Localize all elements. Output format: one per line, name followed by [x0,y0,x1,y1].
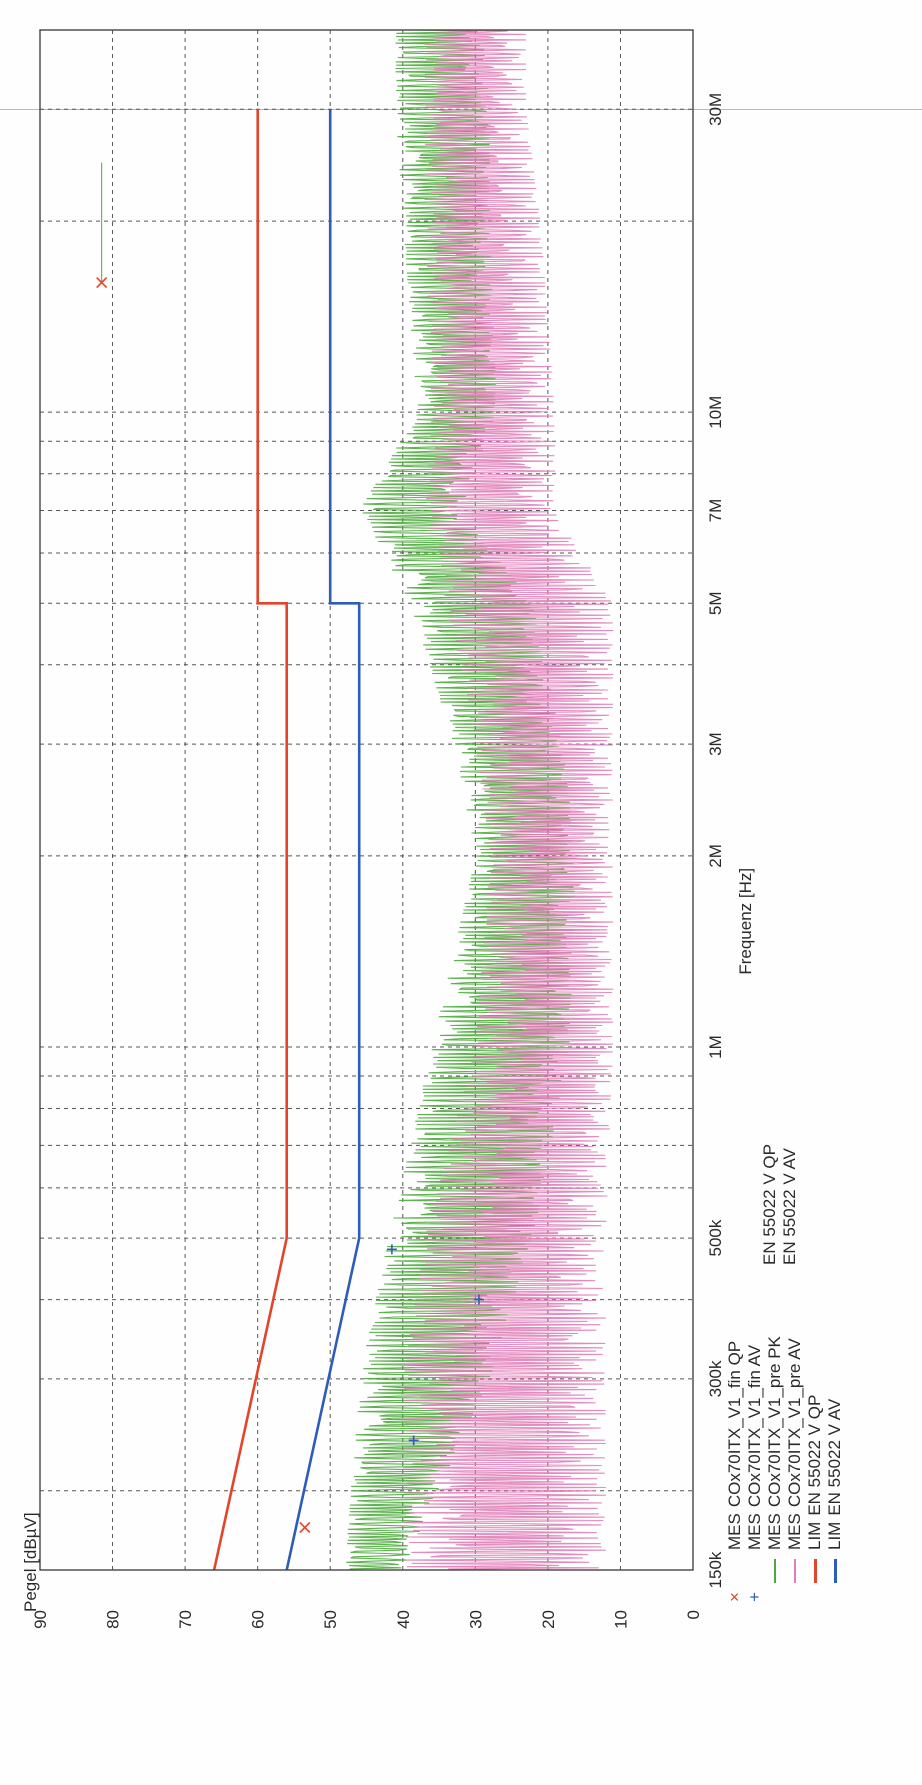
y-axis-label: Pegel [dBµV] [21,1512,40,1612]
legend-entry: LIM EN 55022 V QP [804,1395,826,1610]
chart-legend: × MES COx70ITX_V1_fin QP + MES COx70ITX_… [724,1050,914,1610]
x-tick-label: 30M [706,93,725,126]
limit-label-av: EN 55022 V AV [780,1148,799,1265]
y-tick-label: 20 [539,1610,558,1629]
x-tick-label: 500k [706,1219,725,1256]
limit-label-qp: EN 55022 V QP [760,1144,779,1265]
series-line [346,29,577,1571]
legend-type: MES [725,1513,744,1550]
y-tick-label: 10 [611,1610,630,1629]
y-tick-label: 80 [104,1610,123,1629]
y-tick-label: 30 [466,1610,485,1629]
legend-type: MES [745,1513,764,1550]
limit-line [285,109,361,1571]
legend-type: MES [765,1513,784,1550]
plot-frame [39,29,694,1571]
x-tick-label: 2M [706,844,725,868]
legend-type: LIM [805,1521,824,1550]
cross-marker-icon: × [725,1592,744,1602]
legend-entry: MES COx70ITX_V1_pre PK [764,1336,786,1610]
x-tick-label: 7M [706,499,725,523]
qp-marker [299,1521,311,1534]
pink-line-swatch [794,1559,796,1583]
final-measurement-markers [96,162,484,1534]
y-tick-label: 50 [321,1610,340,1629]
x-tick-label: 10M [706,396,725,429]
legend-name: EN 55022 V QP [805,1394,824,1516]
legend-name: COx70ITX_V1_fin QP [725,1340,744,1508]
x-tick-label: 300k [706,1360,725,1397]
legend-entry: LIM EN 55022 V AV [824,1399,846,1610]
y-tick-label: 70 [176,1610,195,1629]
green-line-swatch [774,1559,776,1583]
blue-line-swatch [833,1559,837,1583]
x-tick-label: 3M [706,732,725,756]
legend-name: EN 55022 V AV [825,1398,844,1516]
limit-line [212,109,289,1571]
limit-lines [212,109,361,1571]
x-axis-label: Frequenz [Hz] [736,868,755,975]
spectrum-series [346,29,614,1571]
legend-type: MES [785,1513,804,1550]
y-tick-label: 40 [394,1610,413,1629]
x-tick-label: 5M [706,591,725,615]
plus-marker-icon: + [745,1592,764,1602]
series-line [403,29,614,1571]
axis-labels: 0 10 20 30 40 50 60 70 80 90 150k 300k 500k 1M 2M 3M 5M 7… [31,93,725,1629]
y-tick-label: 0 [684,1610,703,1619]
legend-type: LIM [825,1521,844,1550]
y-tick-label: 60 [249,1610,268,1629]
legend-entry: × MES COx70ITX_V1_fin QP [724,1341,746,1610]
legend-name: COx70ITX_V1_pre PK [765,1336,784,1508]
qp-marker [96,277,108,289]
red-line-swatch [813,1559,817,1583]
legend-name: COx70ITX_V1_pre AV [785,1338,804,1508]
legend-name: COx70ITX_V1_fin AV [745,1344,764,1508]
legend-entry: + MES COx70ITX_V1_fin AV [744,1345,766,1610]
y-tick-label: 90 [31,1610,50,1629]
x-tick-label: 1M [706,1035,725,1059]
legend-entry: MES COx70ITX_V1_pre AV [784,1338,806,1610]
x-tick-label: 150k [706,1551,725,1588]
